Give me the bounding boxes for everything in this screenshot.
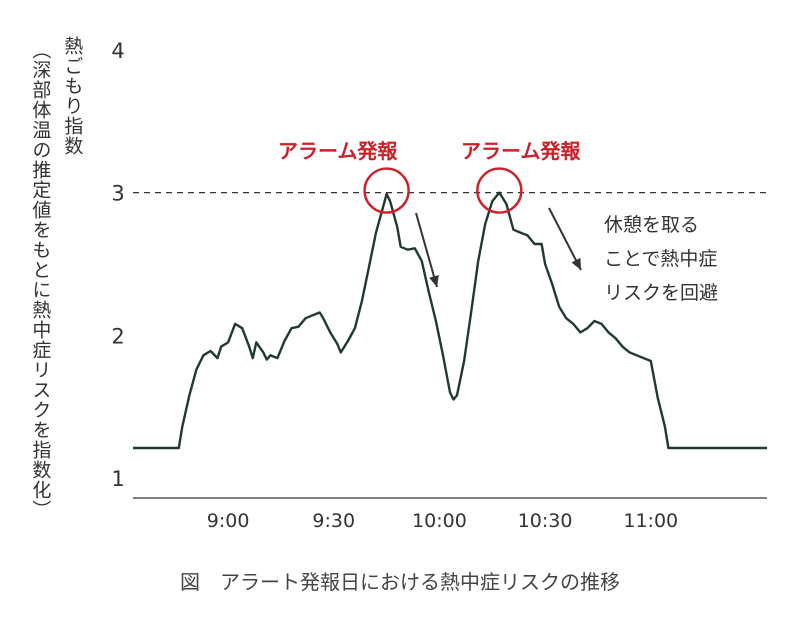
arrow-down-icon-2 [548, 207, 582, 271]
series-line-0 [133, 191, 767, 450]
arrow-down-icon-1 [415, 212, 439, 288]
alarm-circle-2 [476, 167, 523, 214]
x-tick-label: 11:00 [623, 510, 678, 532]
alarm-label-2: アラーム発報 [461, 139, 581, 163]
chart-caption: 図 アラート発報日における熱中症リスクの推移 [180, 570, 620, 594]
x-tick-label: 9:00 [207, 510, 250, 532]
y-tick-label-2: 2 [111, 324, 124, 348]
y-tick-label-3: 3 [111, 182, 124, 206]
x-tick-label: 10:30 [518, 510, 573, 532]
x-tick-label: 9:30 [312, 510, 355, 532]
rest-note-line-1: 休憩を取る [604, 214, 700, 236]
y-tick-label-1: 1 [111, 467, 124, 491]
x-tick-label: 10:00 [412, 510, 467, 532]
rest-note: 休憩を取る ことで熱中症 リスクを回避 [604, 208, 718, 310]
rest-note-line-2: ことで熱中症 [604, 248, 718, 270]
alarm-label-1: アラーム発報 [278, 139, 398, 163]
alarm-circle-1 [363, 167, 410, 214]
y-tick-label-4: 4 [111, 39, 124, 63]
rest-note-line-3: リスクを回避 [604, 282, 719, 304]
y-axis-label: 熱ごもり指数 [61, 36, 84, 156]
y-axis-sublabel: （深部体温の推定値をもとに熱中症リスクを指数化） [29, 40, 52, 520]
